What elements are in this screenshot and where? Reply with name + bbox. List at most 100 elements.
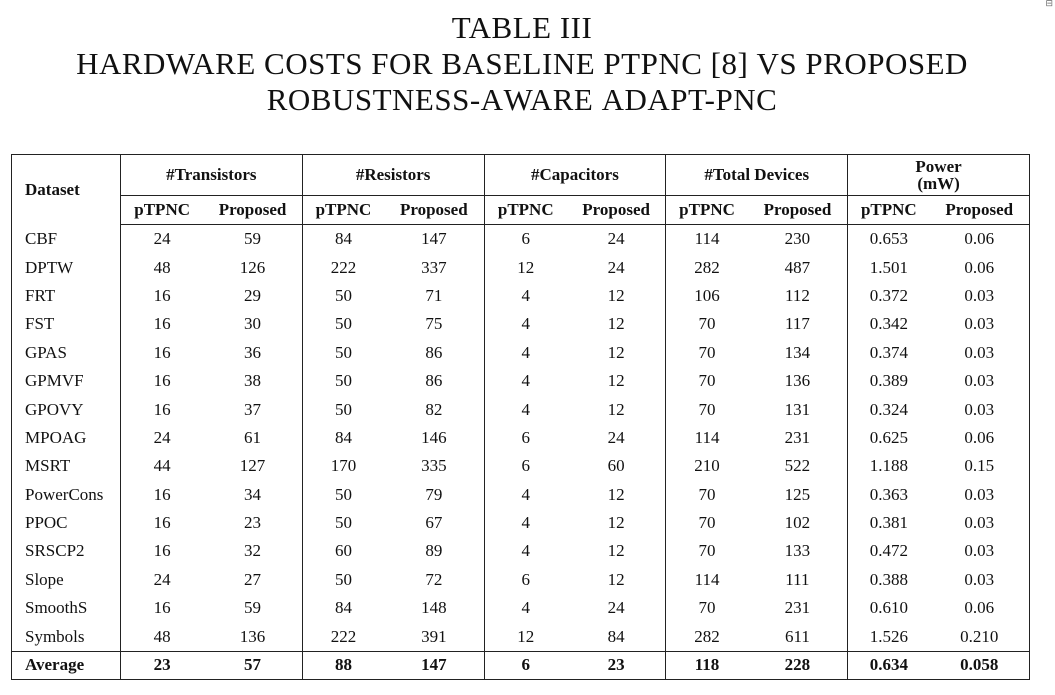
value-cell: 57 (203, 650, 303, 680)
value-cell: 102 (747, 508, 849, 538)
value-cell: 0.06 (929, 253, 1030, 282)
value-cell: 50 (334, 399, 352, 419)
value-cell: 4 (521, 541, 530, 561)
sub-header-proposed: Proposed (566, 195, 667, 225)
value-cell: 12 (566, 537, 667, 566)
sub-header-pTPNC: pTPNC (847, 195, 930, 225)
value-cell: 72 (384, 565, 485, 595)
value-cell: 114 (694, 229, 720, 249)
dataset-header: Dataset (11, 154, 121, 225)
dataset-cell: PowerCons (11, 480, 121, 509)
value-cell: 37 (203, 395, 303, 424)
value-cell: 84 (334, 598, 352, 618)
table-row: GPAS 16 36 50 86 4 12 70 134 0.374 0.03 (11, 338, 1030, 367)
power-header-label: Power (915, 157, 962, 176)
value-cell: 27 (203, 565, 303, 595)
table-row: GPOVY 16 37 50 82 4 12 70 131 0.324 0.03 (11, 395, 1030, 424)
average-row: Average 23 57 88 147 6 23 118 228 0.634 0.058 (11, 650, 1030, 680)
table-row: SmoothS 16 59 84 148 4 24 70 231 0.610 0.06 (11, 594, 1030, 623)
table-row: Symbols 48 136 222 391 12 84 282 611 1.526 0.210 (11, 622, 1030, 652)
table-row: SRSCP2 16 32 60 89 4 12 70 133 0.472 0.03 (11, 537, 1030, 566)
value-cell: 12 (517, 626, 535, 646)
value-cell: 4 (521, 314, 530, 334)
value-cell: 50 (334, 285, 352, 305)
value-cell: 16 (153, 399, 171, 419)
value-cell: 0.03 (929, 338, 1030, 367)
table-row: CBF 24 59 84 147 6 24 114 230 0.653 0.06 (11, 224, 1030, 254)
sub-header-pTPNC: pTPNC (302, 195, 385, 225)
value-cell: 114 (694, 427, 720, 447)
value-cell: 16 (153, 285, 171, 305)
value-cell: 89 (384, 537, 485, 566)
value-cell: 0.03 (929, 281, 1030, 311)
value-cell: 30 (203, 310, 303, 339)
power-header-unit: (mW) (917, 174, 960, 193)
dataset-cell: CBF (11, 224, 121, 254)
dataset-cell: SRSCP2 (11, 537, 121, 566)
dataset-cell: DPTW (11, 253, 121, 282)
value-cell: 79 (384, 480, 485, 509)
value-cell: 127 (203, 452, 303, 481)
total-devices-header: #Total Devices (665, 154, 849, 196)
value-cell: 114 (694, 569, 720, 589)
value-cell: 12 (566, 395, 667, 424)
value-cell: 170 (330, 456, 357, 476)
value-cell: 0.472 (869, 541, 908, 561)
value-cell: 82 (384, 395, 485, 424)
value-cell: 44 (153, 456, 171, 476)
value-cell: 222 (330, 626, 357, 646)
value-cell: 84 (566, 622, 667, 652)
value-cell: 4 (521, 399, 530, 419)
value-cell: 118 (665, 650, 748, 680)
value-cell: 24 (566, 224, 667, 254)
value-cell: 50 (334, 569, 352, 589)
value-cell: 12 (566, 366, 667, 396)
value-cell: 59 (203, 224, 303, 254)
value-cell: 133 (747, 537, 849, 566)
value-cell: 4 (521, 342, 530, 362)
dataset-cell: GPAS (11, 338, 121, 367)
dataset-cell: Average (11, 650, 121, 680)
value-cell: 228 (747, 650, 849, 680)
table-row: FST 16 30 50 75 4 12 70 117 0.342 0.03 (11, 310, 1030, 339)
value-cell: 0.653 (869, 229, 908, 249)
sub-header-proposed: Proposed (203, 195, 303, 225)
value-cell: 75 (384, 310, 485, 339)
value-cell: 136 (203, 622, 303, 652)
value-cell: 0.03 (929, 508, 1030, 538)
value-cell: 106 (694, 285, 720, 305)
value-cell: 50 (334, 371, 352, 391)
table-caption: TABLE III HARDWARE COSTS FOR BASELINE PT… (0, 10, 1044, 118)
value-cell: 1.501 (869, 257, 908, 277)
table-row: PPOC 16 23 50 67 4 12 70 102 0.381 0.03 (11, 508, 1030, 538)
value-cell: 4 (521, 484, 530, 504)
transistors-header: #Transistors (120, 154, 303, 196)
value-cell: 24 (566, 253, 667, 282)
value-cell: 0.058 (929, 650, 1030, 680)
value-cell: 131 (747, 395, 849, 424)
value-cell: 0.363 (869, 484, 908, 504)
value-cell: 0.06 (929, 594, 1030, 623)
value-cell: 16 (153, 371, 171, 391)
value-cell: 6 (521, 229, 530, 249)
value-cell: 60 (566, 452, 667, 481)
value-cell: 0.15 (929, 452, 1030, 481)
value-cell: 24 (566, 594, 667, 623)
value-cell: 36 (203, 338, 303, 367)
value-cell: 38 (203, 366, 303, 396)
value-cell: 6 (521, 456, 530, 476)
dataset-cell: Slope (11, 565, 121, 595)
value-cell: 70 (698, 541, 716, 561)
value-cell: 4 (521, 371, 530, 391)
value-cell: 0.610 (869, 598, 908, 618)
value-cell: 136 (747, 366, 849, 396)
value-cell: 84 (334, 229, 352, 249)
value-cell: 59 (203, 594, 303, 623)
value-cell: 611 (747, 622, 849, 652)
value-cell: 125 (747, 480, 849, 509)
value-cell: 50 (334, 314, 352, 334)
power-header: Power (mW) (847, 154, 1030, 196)
value-cell: 0.372 (869, 285, 908, 305)
value-cell: 210 (694, 456, 720, 476)
value-cell: 24 (153, 569, 171, 589)
